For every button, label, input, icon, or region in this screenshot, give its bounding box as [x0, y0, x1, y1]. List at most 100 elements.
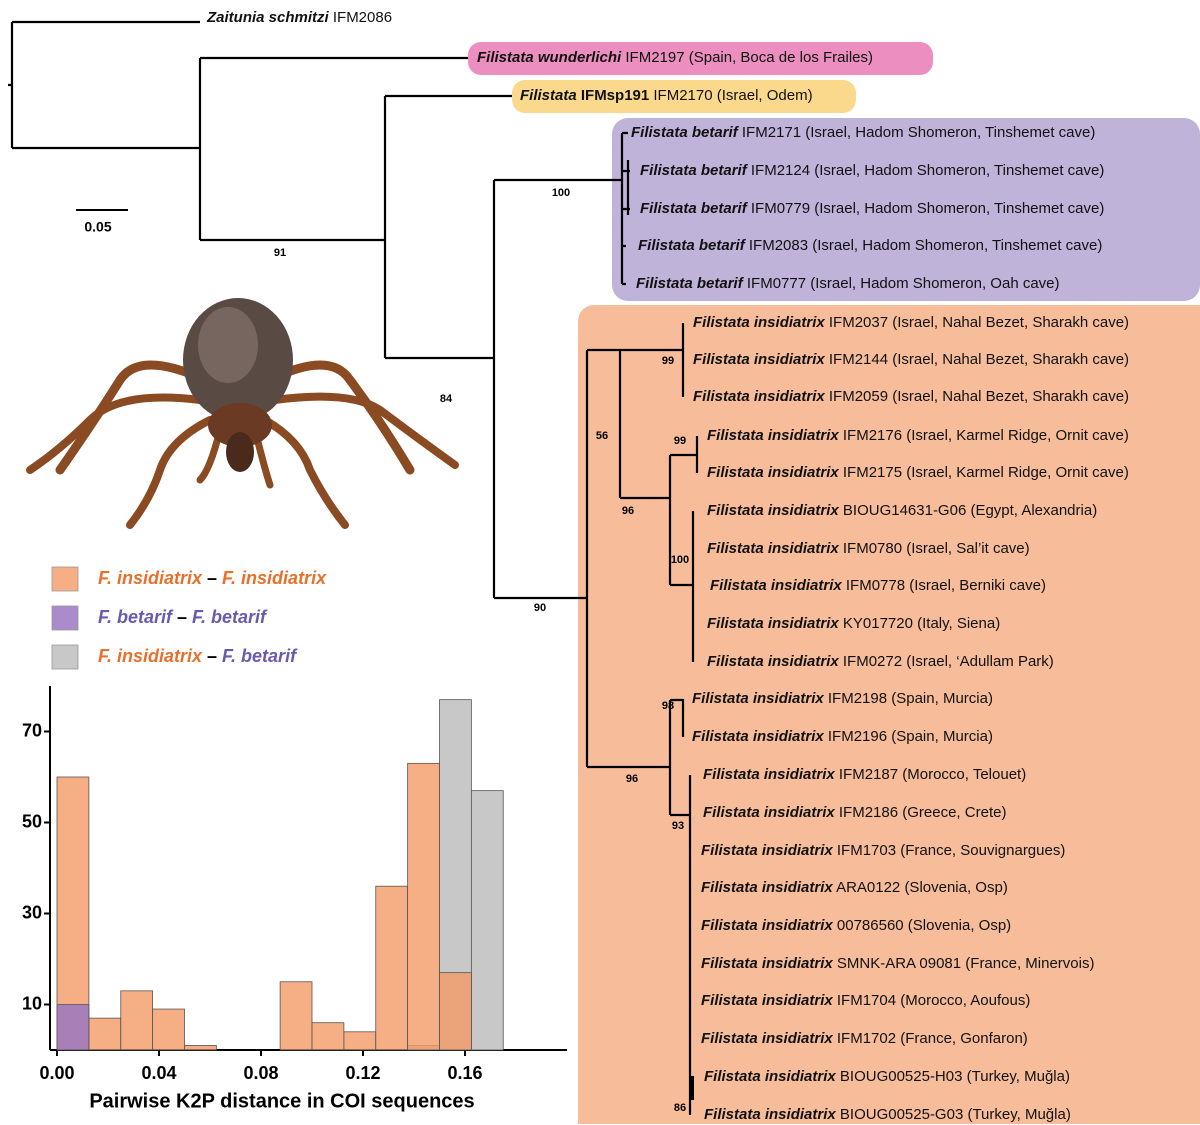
- tip-specimen: IFM2144 (Israel, Nahal Bezet, Sharakh ca…: [829, 351, 1129, 368]
- tip-label: Filistata betarif IFM0777 (Israel, Hadom…: [636, 274, 1060, 294]
- tip-species: Filistata insidiatrix: [693, 351, 825, 368]
- tip-specimen: KY017720 (Italy, Siena): [843, 615, 1000, 632]
- support-value: 84: [440, 393, 453, 405]
- legend-label-part: F. betarif: [192, 607, 268, 627]
- legend-label-part: F. insidiatrix: [222, 568, 327, 588]
- legend-label-part: F. betarif: [98, 607, 174, 627]
- tip-specimen: IFM2037 (Israel, Nahal Bezet, Sharakh ca…: [829, 314, 1129, 331]
- bar: [408, 763, 440, 1050]
- tip-specimen: SMNK-ARA 09081 (France, Minervois): [837, 955, 1095, 972]
- tip-specimen: IFM2171 (Israel, Hadom Shomeron, Tinshem…: [742, 124, 1095, 141]
- tip-species: Filistata insidiatrix: [692, 728, 824, 745]
- y-tick-label: 50: [22, 811, 42, 831]
- tip-specimen: IFM2187 (Morocco, Telouet): [839, 766, 1026, 783]
- legend-label: F. betarif – F. betarif: [98, 607, 268, 627]
- legend-label-part: –: [172, 607, 192, 627]
- tip-specimen: IFM2059 (Israel, Nahal Bezet, Sharakh ca…: [829, 388, 1129, 405]
- tip-label: Filistata insidiatrix IFM2176 (Israel, K…: [707, 426, 1129, 446]
- tip-label: Filistata betarif IFM2171 (Israel, Hadom…: [631, 123, 1095, 143]
- tip-label: Filistata wunderlichi IFM2197 (Spain, Bo…: [477, 48, 873, 68]
- tip-specimen: IFM2124 (Israel, Hadom Shomeron, Tinshem…: [751, 162, 1104, 179]
- y-tick-label: 70: [22, 720, 42, 740]
- legend-label: F. insidiatrix – F. insidiatrix: [98, 568, 327, 588]
- tip-species: Filistata betarif: [638, 237, 745, 254]
- tip-specimen: IFM2186 (Greece, Crete): [839, 804, 1007, 821]
- bar: [57, 1005, 89, 1051]
- spider-photo: [30, 298, 455, 525]
- tip-species: Filistata insidiatrix: [707, 653, 839, 670]
- tip-specimen: IFM2086: [333, 9, 392, 26]
- x-tick-label: 0.04: [141, 1063, 176, 1083]
- tip-species: Filistata betarif: [636, 275, 743, 292]
- tip-label: Filistata insidiatrix BIOUG00525-H03 (Tu…: [704, 1067, 1070, 1087]
- page: 0.05 91841009056999996100989693861030507…: [0, 0, 1200, 1124]
- tip-species: Filistata insidiatrix: [693, 314, 825, 331]
- tip-species: Filistata insidiatrix: [704, 1068, 836, 1085]
- tip-specimen: BIOUG00525-G03 (Turkey, Muğla): [840, 1106, 1071, 1123]
- x-tick-label: 0.12: [345, 1063, 380, 1083]
- tip-label: Filistata insidiatrix IFM2196 (Spain, Mu…: [692, 727, 993, 747]
- tip-label: Filistata insidiatrix IFM2187 (Morocco, …: [703, 765, 1026, 785]
- scale-bar-label: 0.05: [84, 219, 111, 235]
- tip-label: Filistata insidiatrix IFM0272 (Israel, ‘…: [707, 652, 1054, 672]
- tip-species: Filistata insidiatrix: [692, 690, 824, 707]
- bar: [440, 973, 472, 1050]
- support-value: 99: [662, 355, 674, 367]
- y-tick-label: 10: [22, 993, 42, 1013]
- tip-species: Filistata insidiatrix: [701, 992, 833, 1009]
- legend-label-part: F. insidiatrix: [98, 568, 203, 588]
- bar: [471, 791, 503, 1050]
- x-tick-label: 0.08: [243, 1063, 278, 1083]
- tip-specimen: IFM0779 (Israel, Hadom Shomeron, Tinshem…: [751, 200, 1104, 217]
- tip-label: Filistata insidiatrix IFM1702 (France, G…: [701, 1029, 1028, 1049]
- tip-specimen: IFM0778 (Israel, Berniki cave): [846, 577, 1046, 594]
- tip-specimen: IFM0777 (Israel, Hadom Shomeron, Oah cav…: [747, 275, 1060, 292]
- x-axis-title: Pairwise K2P distance in COI sequences: [89, 1090, 474, 1112]
- tip-species: Filistata insidiatrix: [707, 540, 839, 557]
- tip-label: Filistata insidiatrix IFM2198 (Spain, Mu…: [692, 689, 993, 709]
- support-value: 96: [622, 505, 634, 517]
- tip-species: Zaitunia schmitzi: [207, 9, 329, 26]
- tip-label: Filistata betarif IFM0779 (Israel, Hadom…: [640, 199, 1104, 219]
- tip-species: Filistata: [520, 87, 577, 104]
- support-value: 99: [674, 435, 686, 447]
- support-value: 56: [596, 430, 608, 442]
- legend-swatch: [52, 645, 78, 669]
- tip-label: Filistata insidiatrix IFM2186 (Greece, C…: [703, 803, 1006, 823]
- tip-label: Filistata insidiatrix IFM2144 (Israel, N…: [693, 350, 1129, 370]
- tip-species: Filistata insidiatrix: [710, 577, 842, 594]
- support-value: 86: [674, 1102, 686, 1114]
- bar: [376, 886, 408, 1050]
- tip-label: Filistata betarif IFM2124 (Israel, Hadom…: [640, 161, 1104, 181]
- tip-specimen: IFM0272 (Israel, ‘Adullam Park): [843, 653, 1054, 670]
- tip-label: Filistata insidiatrix IFM2037 (Israel, N…: [693, 313, 1129, 333]
- tip-species: Filistata insidiatrix: [701, 917, 833, 934]
- tip-label: Filistata insidiatrix KY017720 (Italy, S…: [707, 614, 1000, 634]
- support-value: 90: [534, 602, 546, 614]
- bar: [312, 1023, 344, 1050]
- tip-specimen: IFM2175 (Israel, Karmel Ridge, Ornit cav…: [843, 464, 1129, 481]
- tip-label: Filistata insidiatrix IFM0780 (Israel, S…: [707, 539, 1030, 559]
- tip-specimen: IFM2083 (Israel, Hadom Shomeron, Tinshem…: [749, 237, 1102, 254]
- tip-species: Filistata insidiatrix: [701, 879, 833, 896]
- tip-specimen: 00786560 (Slovenia, Osp): [837, 917, 1011, 934]
- tip-specimen: IFM2170 (Israel, Odem): [653, 87, 812, 104]
- tip-species: Filistata insidiatrix: [701, 955, 833, 972]
- support-value: 91: [274, 247, 286, 259]
- legend-swatch: [52, 567, 78, 591]
- legend-label-part: F. insidiatrix: [98, 646, 203, 666]
- y-tick-label: 30: [22, 902, 42, 922]
- tip-label: Filistata insidiatrix IFM2059 (Israel, N…: [693, 387, 1129, 407]
- tip-species: Filistata insidiatrix: [703, 804, 835, 821]
- tip-label: Filistata insidiatrix 00786560 (Slovenia…: [701, 916, 1011, 936]
- bar: [153, 1009, 185, 1050]
- tip-species: Filistata betarif: [631, 124, 738, 141]
- tip-specimen: IFM1704 (Morocco, Aoufous): [837, 992, 1030, 1009]
- tip-label: Filistata insidiatrix IFM1703 (France, S…: [701, 841, 1065, 861]
- legend-label-part: –: [202, 568, 222, 588]
- bar: [185, 1045, 217, 1050]
- tip-species: Filistata insidiatrix: [707, 615, 839, 632]
- tip-label: Filistata insidiatrix BIOUG14631-G06 (Eg…: [707, 501, 1097, 521]
- support-value: 96: [626, 773, 638, 785]
- tip-code: IFMsp191: [581, 87, 649, 104]
